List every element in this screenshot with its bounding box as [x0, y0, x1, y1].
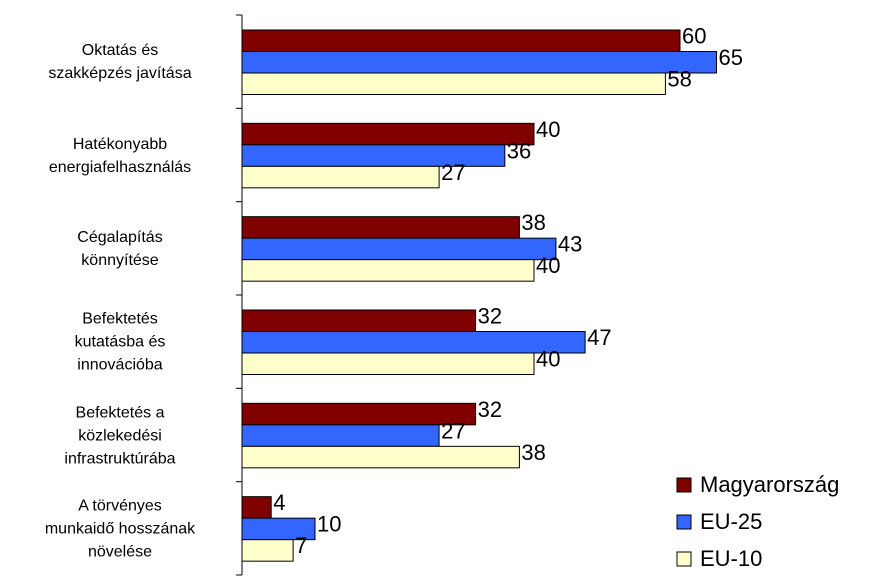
bar: [241, 309, 477, 332]
data-label: 7: [295, 533, 307, 558]
category-label: Befektetés a közlekedési infrastruktúráb…: [64, 404, 176, 468]
category-label: Oktatás és szakképzés javítása: [48, 42, 192, 83]
data-label: 27: [441, 418, 465, 443]
category-label: A törvényes munkaidő hosszának növelése: [44, 497, 196, 561]
bar: [241, 72, 666, 95]
data-label: 38: [521, 440, 545, 465]
category-label: Hatékonyabb energiafelhasználás: [48, 135, 192, 176]
bar: [241, 331, 586, 354]
bar: [241, 165, 440, 189]
category-label: Cégalapítás könnyítése: [77, 228, 163, 269]
data-label: 4: [273, 490, 285, 515]
bar: [241, 51, 717, 74]
category-label: Befektetés kutatásba és innovációba: [74, 310, 166, 374]
bar: [241, 29, 681, 52]
data-label: 58: [667, 67, 691, 92]
data-label: 27: [441, 160, 465, 185]
data-label: 40: [536, 253, 560, 278]
data-label: 32: [478, 304, 502, 329]
data-label: 36: [507, 138, 531, 163]
data-label: 10: [317, 512, 341, 537]
data-label: 40: [536, 347, 560, 372]
bar: [241, 122, 535, 146]
bar: [241, 352, 535, 375]
legend-label: EU-10: [700, 546, 762, 571]
legend-swatch: [676, 477, 692, 493]
legend-swatch: [676, 514, 692, 530]
data-label: 32: [478, 397, 502, 422]
bar: [241, 424, 440, 447]
data-label: 38: [521, 210, 545, 235]
legend-label: Magyarország: [700, 472, 839, 497]
bar: [241, 259, 535, 282]
bar: [241, 216, 520, 239]
legend-label: EU-25: [700, 509, 762, 534]
bar: [241, 539, 294, 562]
bar: [241, 445, 520, 469]
data-label: 47: [587, 325, 611, 350]
bar: [241, 237, 557, 261]
legend-swatch: [676, 551, 692, 567]
data-label: 60: [682, 24, 706, 49]
data-label: 65: [719, 45, 743, 70]
data-label: 40: [536, 117, 560, 142]
data-label: 43: [558, 232, 582, 257]
bar: [241, 496, 272, 519]
